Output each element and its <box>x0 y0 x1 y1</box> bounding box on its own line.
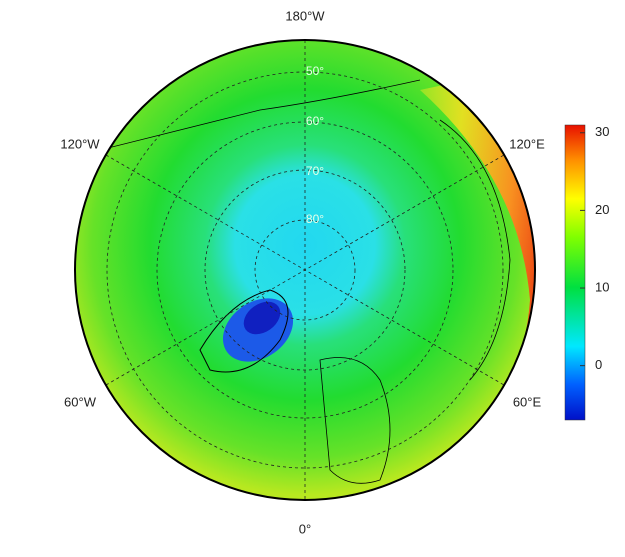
colorbar-tick-label: 20 <box>595 202 609 217</box>
latitude-label: 60° <box>306 114 324 128</box>
longitude-label: 0° <box>299 521 311 536</box>
longitude-label: 120°E <box>509 136 545 151</box>
graticule <box>105 40 505 500</box>
colorbar-tick-label: 10 <box>595 279 609 294</box>
latitude-label: 70° <box>306 164 324 178</box>
colorbar <box>564 124 586 421</box>
latitude-label: 50° <box>306 64 324 78</box>
colorbar-tick-label: 0 <box>595 357 602 372</box>
longitude-label: 180°W <box>285 8 325 23</box>
latitude-label: 80° <box>306 212 324 226</box>
longitude-label: 60°W <box>64 394 97 409</box>
map-border <box>74 39 536 501</box>
longitude-label: 60°E <box>513 394 542 409</box>
longitude-label: 120°W <box>60 136 100 151</box>
colorbar-tick-label: 30 <box>595 124 609 139</box>
temperature-field <box>75 40 535 500</box>
